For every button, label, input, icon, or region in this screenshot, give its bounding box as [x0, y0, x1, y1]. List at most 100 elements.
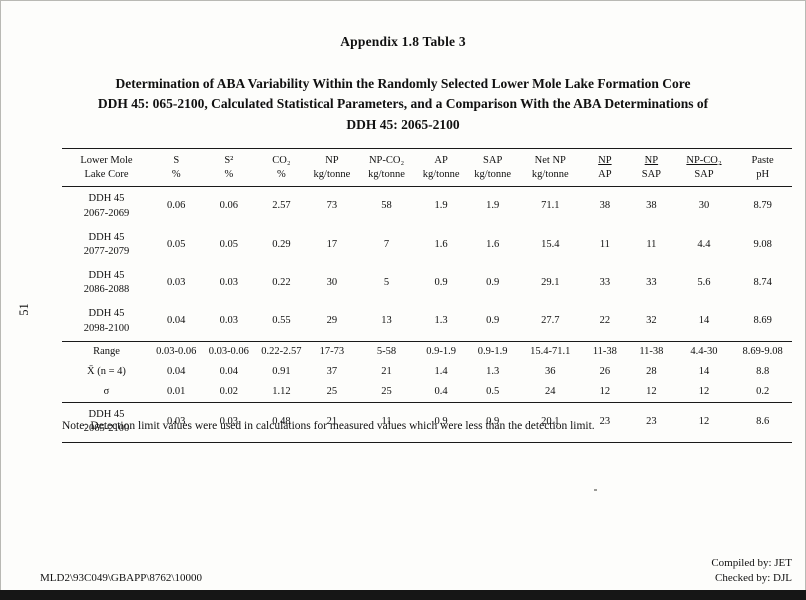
- table-cell: 1.6: [434, 238, 448, 250]
- table-cell: 0.91: [272, 365, 291, 377]
- table-note: Note: Detection limit values were used i…: [62, 420, 595, 432]
- page-number: 51: [16, 303, 31, 316]
- table-cell: 8.6: [733, 402, 792, 443]
- table-cell: 23: [581, 402, 629, 443]
- table-cell: 0.03: [219, 315, 238, 327]
- table-cell: 15.4-71.1: [518, 340, 582, 362]
- table-cell: 22: [599, 315, 611, 327]
- table-cell: 8.8: [756, 365, 770, 377]
- table-row: DDH 45 2098-2100 0.04 0.03 0.55 29 13 1.3 0.9 27.…: [62, 302, 792, 341]
- table-cell: 0.03-0.06: [201, 340, 257, 362]
- table-cell: 7: [383, 238, 390, 250]
- table-cell: 71.1: [541, 200, 560, 212]
- table-cell: 27.7: [541, 315, 560, 327]
- table-cell: 37: [326, 365, 338, 377]
- table-cell: 36: [545, 365, 556, 377]
- table-cell: 21: [306, 402, 358, 443]
- table-cell: 30: [698, 200, 710, 212]
- scan-edge-artifact: [0, 590, 806, 600]
- document-title-line-3: DDH 45: 2065-2100: [346, 116, 460, 132]
- row-label: DDH 45 2077-2079: [83, 231, 130, 257]
- table-cell: 1.9: [486, 200, 500, 212]
- table-cell: 0.5: [486, 386, 500, 398]
- row-label: DDH 45 2098-2100: [83, 308, 130, 334]
- table-cell: 1.6: [486, 238, 500, 250]
- column-header: S²%: [201, 148, 257, 188]
- table-cell: 0.9-1.9: [466, 340, 519, 362]
- table-row: Range 0.03-0.06 0.03-0.06 0.22-2.57 17-73 5-5…: [62, 340, 792, 362]
- table-cell: 8.79: [753, 200, 772, 212]
- table-cell: 12: [599, 386, 611, 398]
- compiled-by-line: Compiled by: JET: [711, 557, 792, 570]
- column-header: NP-CO₂ SAP: [674, 148, 734, 188]
- table-cell: 0.9: [486, 277, 500, 289]
- table-row: DDH 45 2067-2069 0.06 0.06 2.57 73 58 1.9 1.9 71.…: [62, 187, 792, 226]
- table-cell: 11: [599, 238, 610, 250]
- table-cell: 11-38: [581, 340, 629, 362]
- table-cell: 0.22: [272, 277, 291, 289]
- column-header: NP AP: [581, 148, 629, 188]
- row-label: σ: [103, 386, 110, 398]
- column-header: Lower Mole Lake Core: [62, 148, 151, 188]
- table-row: DDH 45 2065-2100 0.03 0.03 0.48 21 11 0.9 0.9 20.…: [62, 402, 792, 443]
- table-cell: 0.4: [434, 386, 448, 398]
- table-cell: 38: [646, 200, 657, 212]
- row-label: DDH 45 2067-2069: [83, 193, 130, 219]
- table-cell: 73: [326, 200, 338, 212]
- table-cell: 0.02: [219, 386, 238, 398]
- table-cell: 30: [326, 277, 338, 289]
- table-cell: 11-38: [628, 340, 675, 362]
- table-cell: 0.06: [167, 200, 186, 212]
- table-cell: 13: [381, 315, 392, 327]
- table-cell: 2.57: [272, 200, 291, 212]
- table-cell: 0.05: [167, 238, 186, 250]
- table-cell: 0.9-1.9: [415, 340, 467, 362]
- table-cell: 38: [599, 200, 611, 212]
- table-cell: 24: [545, 386, 556, 398]
- table-cell: 12: [698, 386, 710, 398]
- column-header: CO₂%: [256, 148, 307, 188]
- table-cell: 1.9: [434, 200, 448, 212]
- table-cell: 4.4-30: [674, 340, 734, 362]
- credits-footer: Compiled by: JET Checked by: DJL: [711, 556, 792, 586]
- table-cell: 17-73: [306, 340, 358, 362]
- table-cell: 58: [381, 200, 392, 212]
- column-header: NP-CO₂ kg/tonne: [357, 148, 416, 188]
- document-title-line-1: Determination of ABA Variability Within …: [115, 76, 691, 91]
- column-header: NP SAP: [628, 148, 675, 188]
- table-cell: 33: [646, 277, 657, 289]
- table-cell: 8.74: [753, 277, 772, 289]
- header-row: Lower Mole Lake Core S% S²% CO₂% NP kg/tonne NP…: [62, 148, 792, 188]
- table-cell: 32: [646, 315, 657, 327]
- table-row: X̄ (n = 4) 0.04 0.04 0.91 37 21 1.4 1.3 36 26 28 14…: [62, 362, 792, 382]
- row-label: Range: [62, 340, 151, 362]
- table-cell: 25: [326, 386, 338, 398]
- column-header: NP kg/tonne: [306, 148, 358, 188]
- table-cell: 1.12: [272, 386, 291, 398]
- table-cell: 11: [646, 238, 657, 250]
- table-cell: 11: [357, 402, 416, 443]
- table-cell: 0.05: [219, 238, 238, 250]
- column-header: Paste pH: [733, 148, 792, 188]
- table-cell: 33: [599, 277, 611, 289]
- table-cell: 0.03: [219, 277, 238, 289]
- table-row: σ 0.01 0.02 1.12 25 25 0.4 0.5 24 12 12 12 0.2: [62, 382, 792, 403]
- table-cell: 0.04: [167, 315, 186, 327]
- table-cell: 0.29: [272, 238, 291, 250]
- table-cell: 0.9: [434, 277, 448, 289]
- table-cell: 1.3: [434, 315, 448, 327]
- table-cell: 1.4: [434, 365, 448, 377]
- document-title: Determination of ABA Variability Within …: [30, 74, 776, 135]
- column-header: SAP kg/tonne: [466, 148, 519, 188]
- table-cell: 5: [383, 277, 390, 289]
- table-cell: 0.55: [272, 315, 291, 327]
- table-cell: 17: [326, 238, 338, 250]
- table-cell: 9.08: [753, 238, 772, 250]
- appendix-title: Appendix 1.8 Table 3: [340, 34, 466, 49]
- table-cell: 12: [674, 402, 734, 443]
- table-cell: 0.22-2.57: [256, 340, 307, 362]
- table-cell: 15.4: [541, 238, 560, 250]
- table-cell: 0.04: [167, 365, 186, 377]
- table-cell: 0.03: [167, 277, 186, 289]
